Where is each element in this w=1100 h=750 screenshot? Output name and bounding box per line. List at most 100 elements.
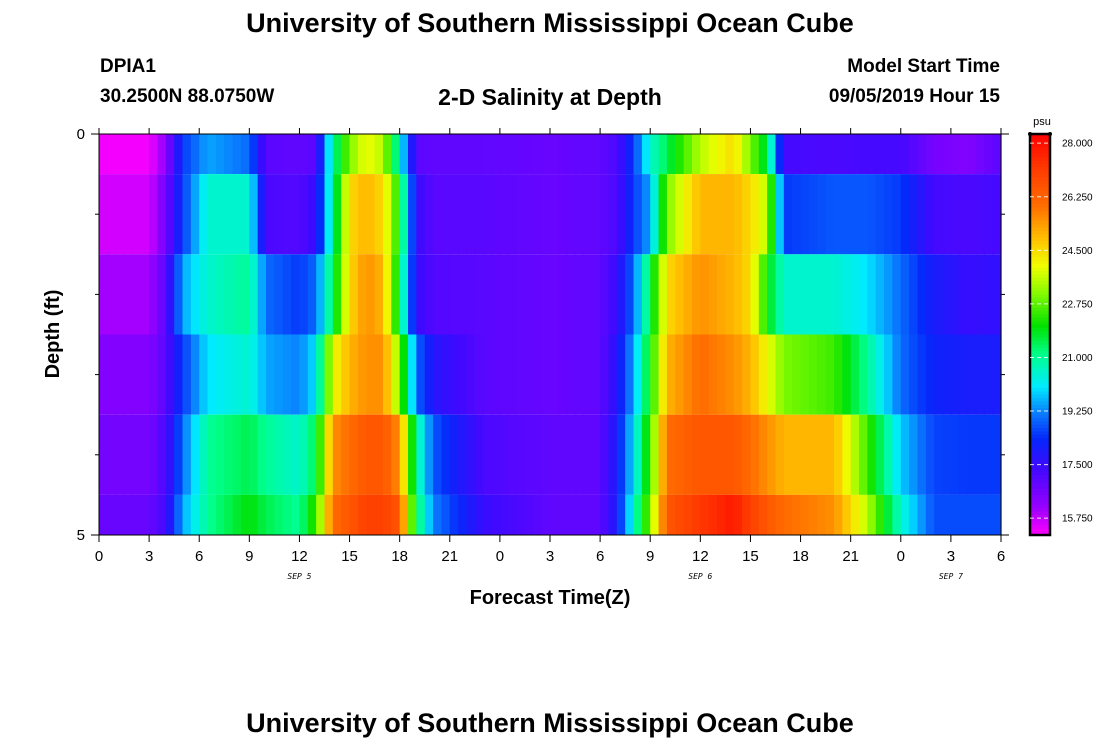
heatmap-cell [541,254,551,335]
heatmap-cell [165,414,175,495]
colorbar-band [1030,174,1050,179]
colorbar-band [1030,524,1050,529]
heatmap-cell [533,494,543,535]
colorbar-band [1030,361,1050,366]
heatmap-cell [458,414,468,495]
heatmap-cell [892,494,902,535]
heatmap-cell [224,414,234,495]
heatmap-cell [975,414,985,495]
heatmap-cell [833,254,843,335]
heatmap-cell [140,494,150,535]
x-tick-label: 12 [692,548,709,565]
colorbar-band [1030,301,1050,306]
heatmap-cell [641,334,651,415]
heatmap-cell [299,414,309,495]
heatmap-cell [666,334,676,415]
heatmap-cell [808,414,818,495]
colorbar-band [1030,194,1050,199]
heatmap-cell [691,254,701,335]
heatmap-cell [975,174,985,255]
heatmap-cell [683,254,693,335]
heatmap-cell [808,494,818,535]
heatmap-cell [691,334,701,415]
heatmap-cell [224,174,234,255]
heatmap-cell [149,254,159,335]
heatmap-cell [733,414,743,495]
heatmap-cell [917,174,927,255]
heatmap-cell [850,174,860,255]
heatmap-cell [666,134,676,175]
heatmap-cell [332,174,342,255]
heatmap-cell [533,334,543,415]
heatmap-cell [291,174,301,255]
heatmap-cell [215,254,225,335]
heatmap-cell [575,334,585,415]
heatmap-cell [124,134,134,175]
heatmap-cell [934,494,944,535]
colorbar-band [1030,304,1050,309]
colorbar-band [1030,260,1050,265]
heatmap-cell [266,334,275,415]
heatmap-cell [240,494,250,535]
heatmap-cell [825,334,835,415]
heatmap-cell [466,494,476,535]
colorbar-band [1030,448,1050,453]
heatmap-cell [792,254,802,335]
heatmap-cell [750,134,760,175]
colorbar-corner-dot [1048,132,1052,136]
heatmap-cell [324,334,334,415]
heatmap-cell [600,254,610,335]
heatmap-cell [124,334,134,415]
colorbar-band [1030,367,1050,372]
heatmap-cell [700,334,710,415]
colorbar-unit: psu [1033,116,1051,128]
colorbar-band [1030,134,1050,138]
heatmap-cell [408,174,417,255]
heatmap-cell [349,494,359,535]
heatmap-cell [550,494,559,535]
heatmap-cell [349,414,359,495]
heatmap-cell [107,414,117,495]
heatmap-cell [266,254,275,335]
heatmap-cell [833,334,843,415]
heatmap-cell [524,134,534,175]
heatmap-cell [767,494,777,535]
heatmap-cell [516,414,526,495]
heatmap-cell [934,334,944,415]
heatmap-cell [541,414,551,495]
heatmap-cell [917,334,927,415]
heatmap-cell [474,134,484,175]
heatmap-cell [917,254,927,335]
colorbar-band [1030,267,1050,272]
heatmap-cell [282,134,292,175]
heatmap-cell [767,334,777,415]
heatmap-cell [717,254,726,335]
heatmap-cell [683,494,693,535]
heatmap-cell [115,174,125,255]
heatmap-cell [583,414,593,495]
colorbar-band [1030,491,1050,496]
heatmap-cell [357,414,367,495]
heatmap-cell [408,414,417,495]
heatmap-cell [658,494,668,535]
heatmap-cell [274,414,284,495]
heatmap-cell [199,254,209,335]
heatmap-cell [992,334,1002,415]
heatmap-cell [190,414,200,495]
heatmap-cell [859,334,868,415]
colorbar-tick-label: 15.750 [1062,514,1093,525]
heatmap-cell [433,254,443,335]
heatmap-cell [566,494,576,535]
heatmap-cell [499,414,509,495]
heatmap-cell [650,334,660,415]
heatmap-cell [541,494,551,535]
heatmap-cell [817,134,827,175]
colorbar-band [1030,514,1050,519]
heatmap-cell [558,174,568,255]
heatmap-cell [708,174,718,255]
heatmap-cell [733,134,743,175]
heatmap-cell [783,494,793,535]
heatmap-cell [366,174,376,255]
heatmap-cell [332,494,342,535]
heatmap-cell [641,414,651,495]
